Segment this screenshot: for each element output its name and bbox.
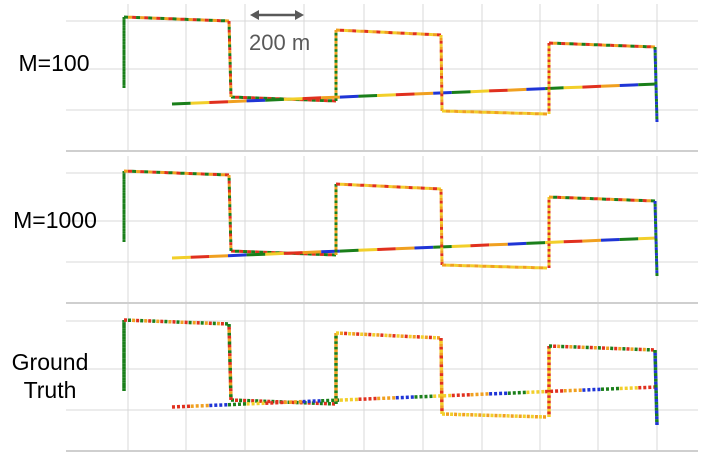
seg-diagonal (395, 246, 415, 251)
seg-diagonal (526, 389, 546, 395)
seg-diagonal (209, 100, 229, 104)
seg-diagonal (563, 85, 583, 90)
seg-diagonal (246, 252, 266, 257)
seg-diagonal (209, 254, 229, 258)
panel-3 (66, 304, 698, 452)
panel-label-line: Truth (23, 377, 77, 403)
seg-diagonal (563, 239, 583, 244)
seg-diagonal (190, 255, 210, 259)
seg-diagonal (582, 238, 602, 243)
seg-diagonal (451, 90, 471, 94)
seg-diagonal (638, 385, 658, 390)
panel-label-text: M=100 (18, 50, 90, 76)
seg-diagonal (209, 402, 229, 408)
seg-diagonal (526, 87, 546, 91)
panel-1 (66, 4, 698, 152)
panel-label-m1000: M=1000 (0, 206, 110, 234)
seg-diagonal (302, 250, 322, 255)
seg-diagonal (171, 101, 191, 106)
seg-diagonal (283, 399, 303, 405)
seg-diagonal (600, 386, 620, 392)
seg-diagonal (227, 402, 247, 407)
seg-diagonal (507, 390, 527, 395)
seg-diagonal (265, 400, 284, 405)
seg-diagonal (395, 395, 415, 400)
seg-diagonal (171, 255, 191, 260)
seg-diagonal (433, 393, 452, 398)
seg-diagonal (619, 237, 639, 241)
seg-diagonal (638, 82, 658, 87)
seg-diagonal (489, 242, 508, 247)
panel-label-ground-truth: Ground Truth (0, 348, 100, 404)
seg-diagonal (563, 388, 583, 393)
seg-diagonal (171, 404, 191, 409)
seg-diagonal (283, 97, 303, 101)
seg-diagonal (489, 88, 508, 93)
panel-label-line: Ground (11, 349, 89, 375)
seg-diagonal (265, 97, 284, 102)
seg-diagonal (582, 387, 602, 392)
panel-label-text: M=1000 (13, 207, 97, 233)
seg-diagonal (377, 396, 396, 401)
seg-diagonal (358, 94, 378, 98)
seg-diagonal (395, 92, 415, 97)
seg-diagonal (600, 238, 620, 242)
seg-diagonal (451, 392, 471, 398)
seg-diagonal (246, 98, 266, 103)
seg-diagonal (582, 84, 602, 89)
seg-diagonal (507, 87, 527, 92)
seg-diagonal (451, 244, 471, 248)
panel-2 (66, 156, 698, 304)
seg-diagonal (358, 396, 378, 402)
seg-diagonal (339, 397, 359, 402)
seg-diagonal (526, 241, 546, 245)
seg-diagonal (470, 89, 490, 94)
seg-diagonal (358, 248, 378, 252)
seg-diagonal (414, 91, 434, 96)
seg-diagonal (600, 84, 620, 88)
seg-diagonal (638, 236, 658, 241)
seg-diagonal (377, 247, 396, 251)
panel-label-m100: M=100 (5, 49, 103, 77)
seg-diagonal (302, 96, 322, 101)
seg-diagonal (545, 389, 564, 394)
seg-diagonal (489, 391, 508, 396)
scale-bar (250, 10, 304, 20)
scale-bar-arrowhead-left (250, 10, 259, 20)
seg-diagonal (265, 251, 284, 256)
seg-diagonal (227, 253, 247, 258)
seg-diagonal (414, 245, 434, 250)
seg-diagonal (339, 248, 359, 253)
seg-diagonal (227, 99, 247, 104)
scale-bar-label: 200 m (249, 30, 311, 55)
seg-diagonal (507, 241, 527, 246)
seg-diagonal (470, 243, 490, 248)
seg-diagonal (190, 101, 210, 105)
seg-diagonal (619, 386, 639, 391)
seg-diagonal (619, 83, 639, 87)
seg-diagonal (470, 392, 490, 397)
seg-diagonal (246, 401, 266, 406)
seg-diagonal (302, 399, 322, 404)
seg-diagonal (377, 93, 396, 97)
seg-diagonal (414, 394, 434, 399)
scale-bar-arrowhead-right (295, 10, 304, 20)
seg-diagonal (339, 94, 359, 99)
seg-diagonal (283, 251, 303, 255)
seg-diagonal (190, 403, 210, 408)
